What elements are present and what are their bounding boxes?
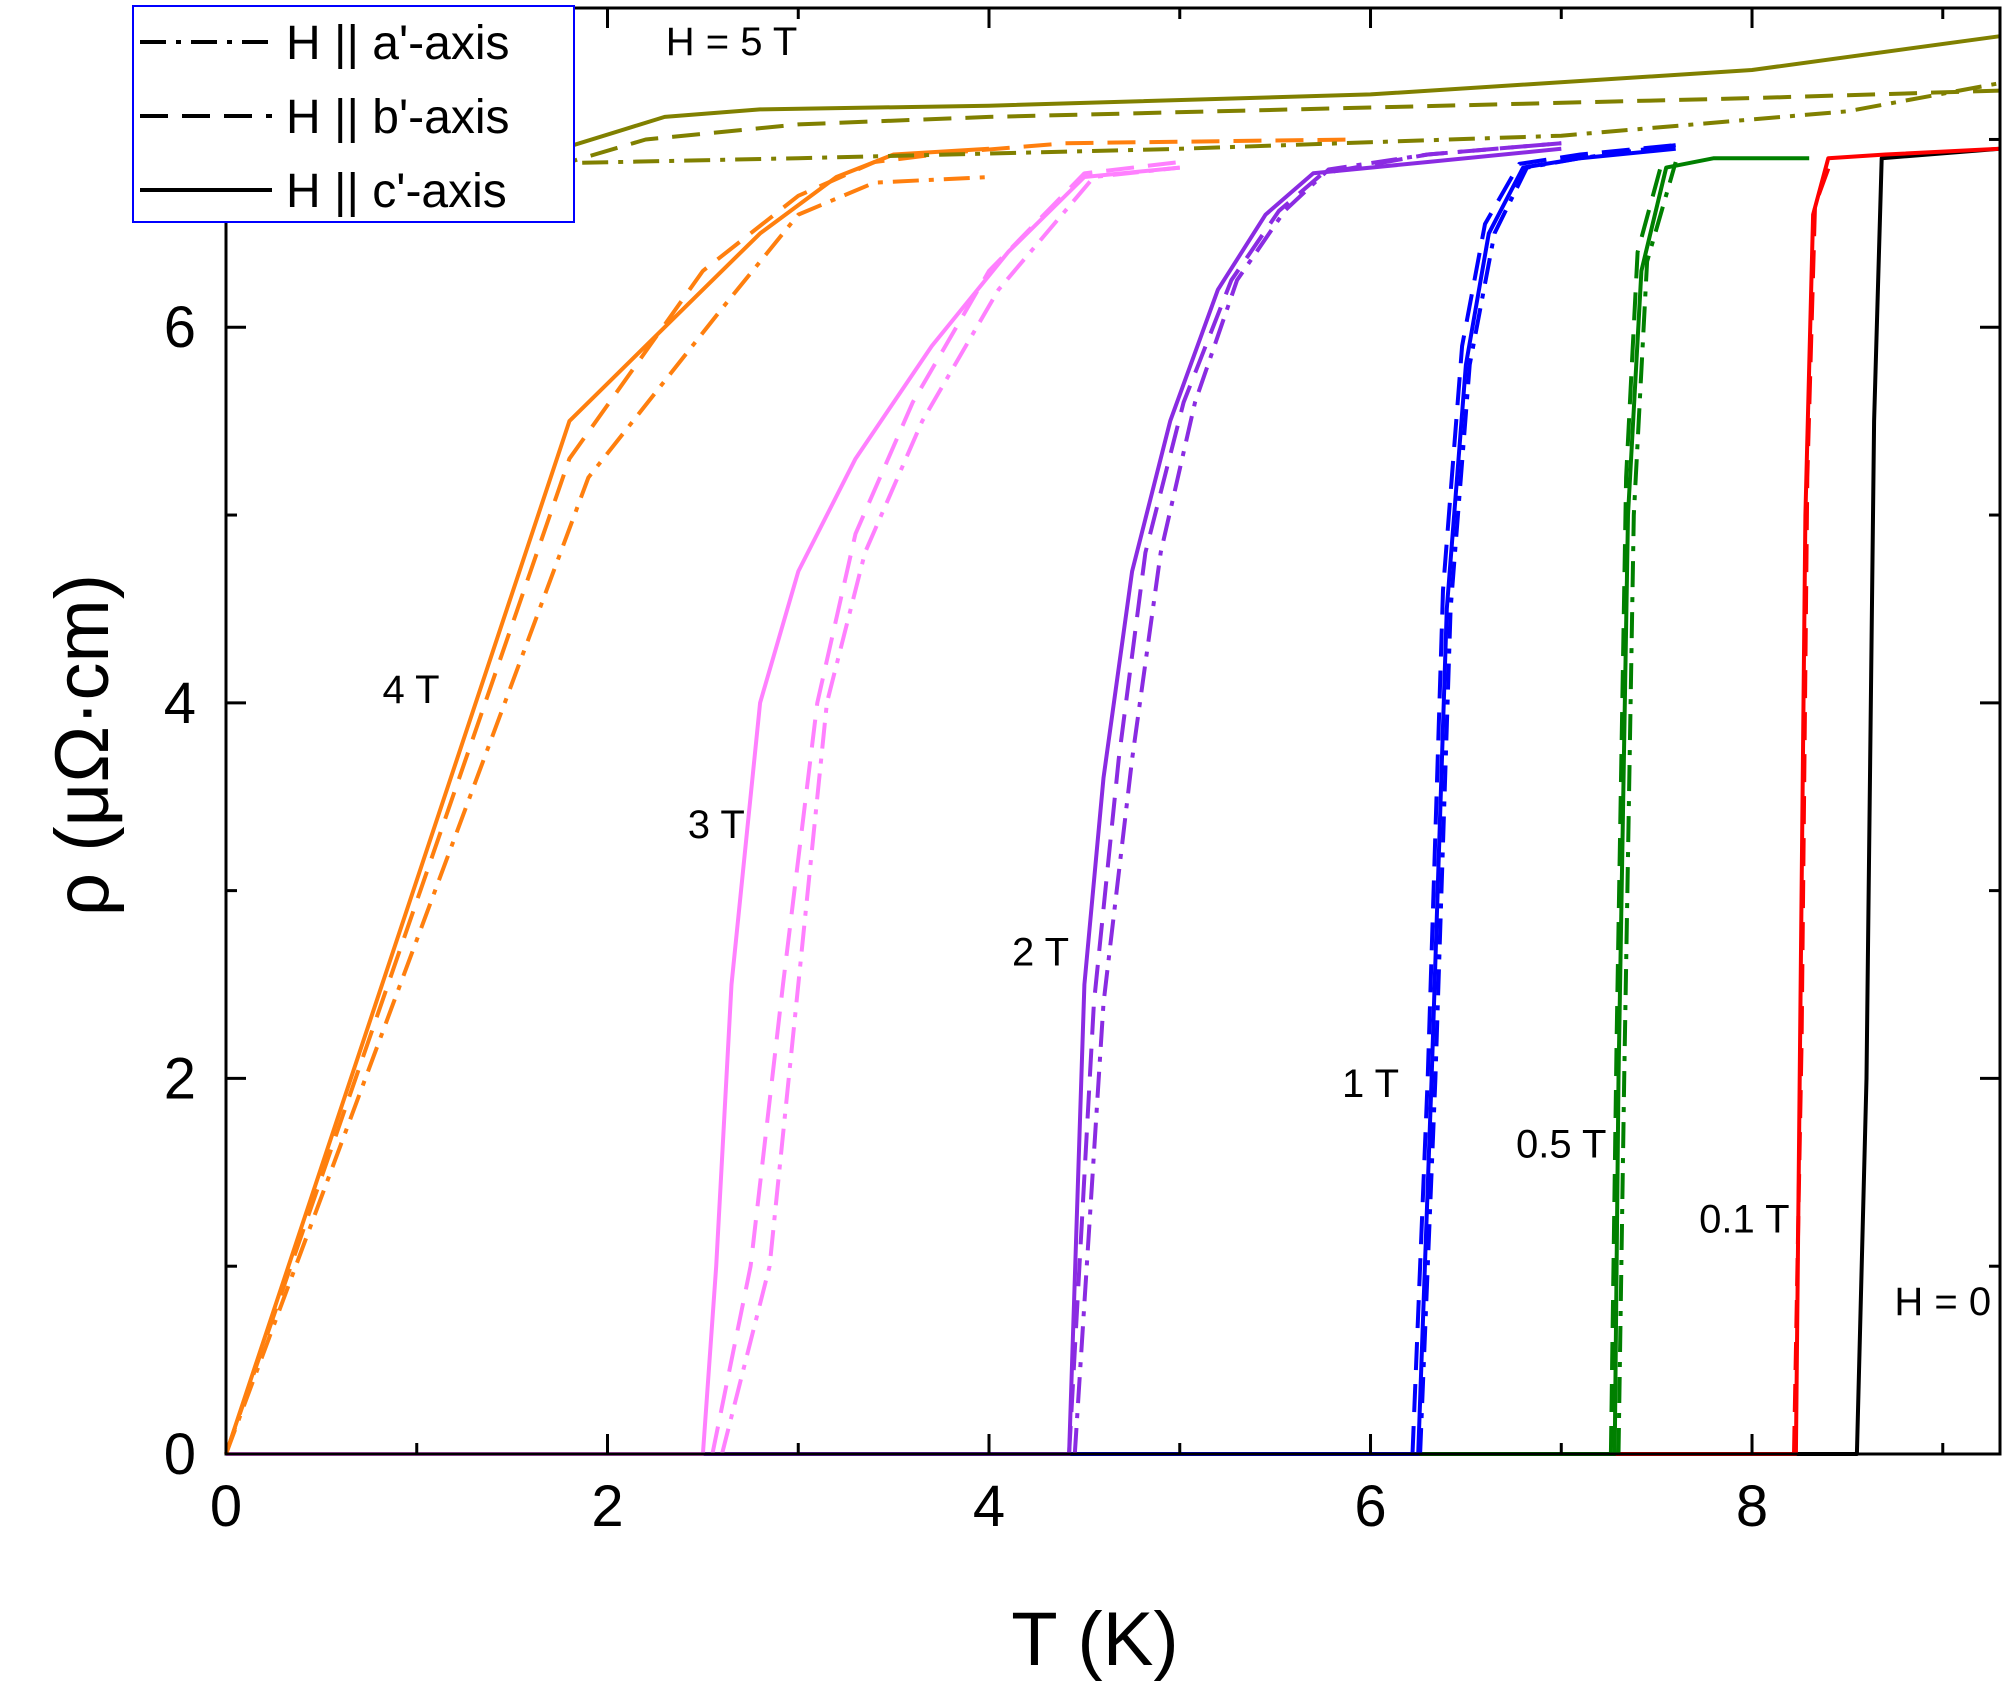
series-line-5T-dashdot [531,81,2001,166]
plot-frame [224,6,2002,1456]
series-line-5T-dash [549,88,2001,170]
curve-annotation: 2 T [1012,931,1069,975]
x-tick-label: 0 [210,1474,242,1539]
series-line-2T-dash [1067,141,1562,1455]
series-line-0.5T-dashdot [1616,161,1678,1455]
x-axis-title: T (K) [1011,1597,1178,1682]
series-line-4T-solid [224,146,990,1455]
series-line-2T-solid [226,146,1562,1456]
series-line-1T-dashdot [1418,143,1676,1455]
plot-border [224,6,2002,1456]
curve-annotation: 1 T [1342,1062,1399,1106]
y-tick-label: 2 [164,1046,196,1111]
series-line-1T-dash [1410,143,1676,1455]
legend-label: H || b'-axis [286,91,509,144]
legend-label: H || c'-axis [286,165,507,218]
x-tick-label: 6 [1354,1474,1386,1539]
series-line-3T-solid [226,165,1180,1456]
x-tick-label: 2 [591,1474,623,1539]
series-line-0.5T-solid [226,156,1810,1456]
series-line-0.5T-dash [1608,167,1663,1455]
legend: H || a'-axis H || b'-axis H || c'-axis [132,5,575,223]
y-tick-label: 6 [164,295,196,360]
series-line-3T-dashdot [720,165,1181,1455]
x-tick-label: 4 [973,1474,1005,1539]
curve-annotation: H = 0 [1894,1280,1991,1324]
y-tick-label: 0 [164,1422,196,1487]
curve-annotations: H = 5 T 4 T 3 T 2 T 1 T 0.5 T 0.1 T H = 0 [382,20,1991,1324]
legend-label: H || a'-axis [286,17,509,70]
series-line-4T-dashdot [224,175,990,1455]
curve-annotation: 4 T [382,668,439,712]
series-line-0.1T-dash [1792,157,1834,1455]
curve-annotation: 0.5 T [1516,1122,1606,1166]
curve-annotation: 3 T [688,803,745,847]
x-tick-label: 8 [1736,1474,1768,1539]
y-tick-label: 4 [164,671,196,736]
series-line-4T-dash [224,137,1352,1455]
curve-annotation: 0.1 T [1699,1197,1789,1241]
series-line-2T-dashdot [1072,141,1562,1455]
series-line-3T-dash [710,160,1181,1455]
series-line-5T-solid [530,34,2001,161]
data-curves [224,34,2001,1456]
curve-annotation: H = 5 T [666,20,798,64]
axis-ticks: 0 2 4 6 8 0 2 4 6 [164,8,2000,1539]
y-axis-title: ρ (μΩ·cm) [40,574,125,916]
